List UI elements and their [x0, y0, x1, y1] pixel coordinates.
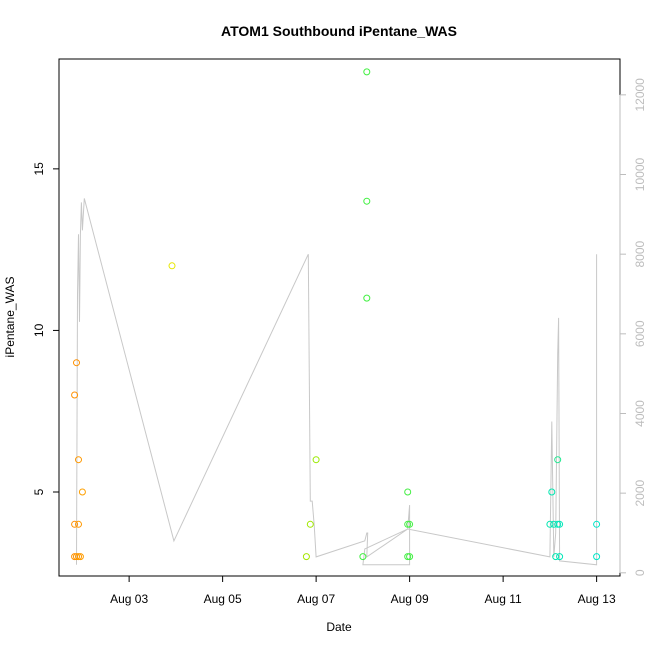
points-layer: [71, 68, 601, 561]
x-axis-label: Date: [326, 620, 352, 634]
data-point: [302, 553, 310, 561]
plot-frame: [58, 58, 621, 577]
x-tick-label: Aug 13: [578, 592, 616, 606]
y-axis-label: iPentane_WAS: [3, 277, 17, 358]
data-point: [168, 262, 176, 270]
data-point: [76, 553, 84, 561]
series-line: [76, 198, 598, 566]
right-y-tick-label: 12000: [633, 78, 647, 112]
right-y-tick-label: 6000: [633, 320, 647, 347]
data-point: [73, 359, 80, 367]
y-axis: 5 10 15: [32, 162, 60, 495]
data-point: [75, 456, 82, 464]
data-point: [404, 553, 412, 561]
x-tick-label: Aug 11: [485, 592, 522, 606]
data-point: [75, 520, 82, 528]
x-tick-label: Aug 05: [204, 592, 242, 606]
chart-title: ATOM1 Southbound iPentane_WAS: [221, 23, 457, 39]
x-tick-label: Aug 07: [297, 592, 335, 606]
x-tick-label: Aug 09: [391, 592, 429, 606]
data-point: [406, 553, 414, 561]
data-point: [71, 520, 79, 528]
data-point: [404, 520, 412, 528]
data-point: [359, 553, 367, 561]
data-point: [406, 520, 414, 528]
data-point: [71, 391, 79, 399]
y-tick-label: 5: [32, 488, 46, 495]
data-point: [363, 294, 371, 302]
data-point: [363, 197, 371, 205]
data-point: [404, 488, 412, 496]
data-point: [556, 520, 564, 528]
data-point: [363, 68, 371, 76]
data-point: [548, 488, 556, 496]
data-point: [306, 520, 314, 528]
data-point: [554, 456, 562, 464]
data-point: [312, 456, 320, 464]
data-point: [552, 553, 560, 561]
right-y-tick-label: 8000: [633, 240, 647, 267]
data-point: [554, 520, 562, 528]
data-point: [75, 553, 82, 561]
series-line-layer: [76, 198, 598, 566]
right-y-tick-label: 10000: [633, 158, 647, 192]
right-y-tick-label: 2000: [633, 479, 647, 506]
data-point: [593, 553, 601, 561]
y-tick-label: 15: [32, 162, 46, 176]
data-point: [593, 520, 601, 528]
y-tick-label: 10: [32, 323, 46, 337]
right-y-tick-label: 4000: [633, 400, 647, 427]
x-tick-label: Aug 03: [110, 592, 148, 606]
right-y-tick-label: 0: [633, 569, 647, 576]
right-y-axis: 0 2000 4000 6000 8000 10000 12000: [619, 78, 647, 576]
data-point: [73, 553, 80, 561]
data-point: [78, 488, 86, 496]
data-point: [556, 553, 564, 561]
x-axis: Aug 03 Aug 05 Aug 07 Aug 09 Aug 11 Aug 13: [110, 575, 616, 606]
data-point: [546, 520, 554, 528]
